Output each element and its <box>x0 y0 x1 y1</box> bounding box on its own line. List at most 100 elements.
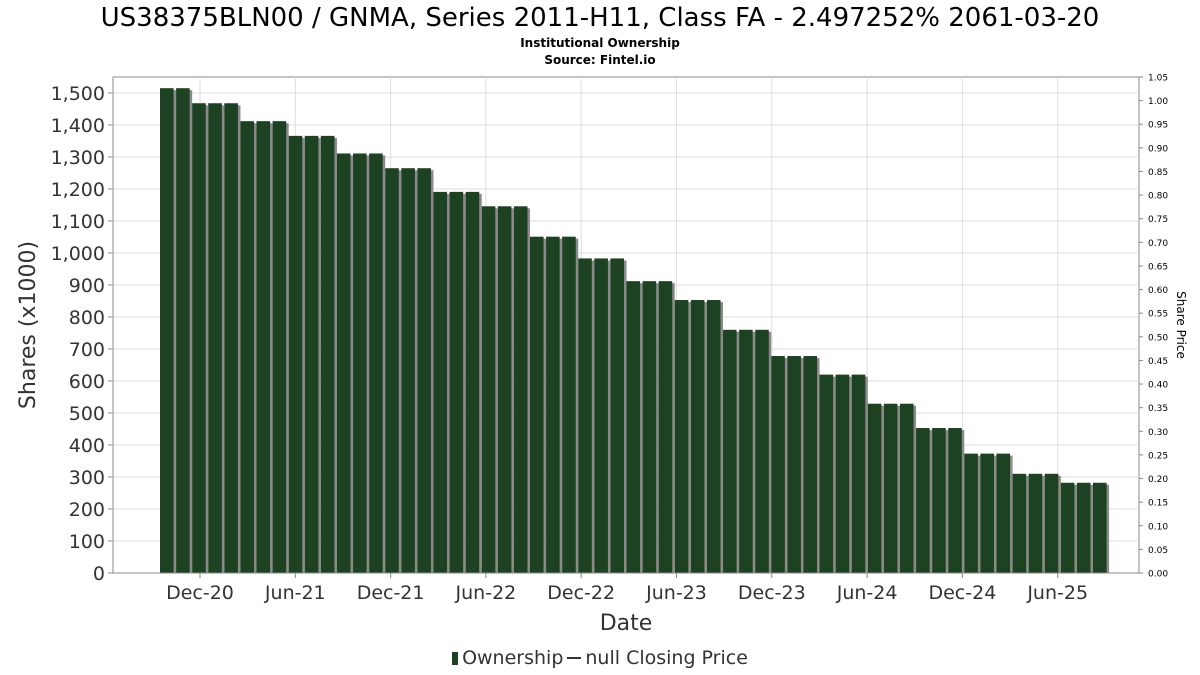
y2-tick-label: 0.50 <box>1148 333 1168 343</box>
ownership-bar <box>948 428 962 573</box>
y2-tick-label: 0.20 <box>1148 475 1168 485</box>
ownership-bar <box>787 356 801 573</box>
ownership-bar <box>1076 482 1091 573</box>
y-tick-label: 800 <box>69 307 105 329</box>
x-tick-label: Jun-22 <box>455 582 517 604</box>
y-tick-label: 200 <box>69 499 105 521</box>
x-tick-label: Jun-21 <box>264 582 326 604</box>
ownership-bar <box>1060 482 1075 573</box>
ownership-bar <box>240 121 255 573</box>
ownership-bar <box>465 191 480 573</box>
y-tick-label: 1,100 <box>51 211 105 233</box>
y2-tick-label: 0.95 <box>1148 121 1168 131</box>
ownership-bar <box>916 428 930 573</box>
ownership-bar <box>256 121 271 573</box>
x-tick-label: Dec-20 <box>166 582 234 604</box>
ownership-bar <box>690 300 705 573</box>
ownership-bar <box>1093 482 1107 573</box>
ownership-bar <box>369 153 383 574</box>
ownership-bar <box>964 453 978 573</box>
y2-tick-label: 0.35 <box>1148 404 1168 414</box>
chart-title: US38375BLN00 / GNMA, Series 2011-H11, Cl… <box>100 3 1100 33</box>
chart-legend: Ownership null Closing Price <box>0 647 1200 669</box>
y-tick-label: 1,500 <box>51 83 105 105</box>
ownership-bar <box>851 374 866 573</box>
y-tick-label: 0 <box>93 563 105 585</box>
ownership-bar <box>176 88 190 573</box>
y2-axis-title: Share Price <box>1174 291 1188 359</box>
ownership-bar <box>401 168 415 573</box>
ownership-bar <box>835 374 850 573</box>
ownership-bar <box>336 153 351 574</box>
x-tick-label: Dec-21 <box>357 582 425 604</box>
ownership-bar <box>723 329 737 573</box>
y2-tick-label: 0.40 <box>1148 381 1168 391</box>
ownership-bar <box>546 236 560 573</box>
y-tick-label: 700 <box>69 339 105 361</box>
y-tick-label: 400 <box>69 435 105 457</box>
chart-subtitle: Institutional Ownership <box>520 36 680 50</box>
y2-tick-label: 0.85 <box>1148 168 1168 178</box>
ownership-bar <box>449 191 464 573</box>
y2-tick-label: 0.30 <box>1148 428 1168 438</box>
ownership-bar <box>481 206 496 573</box>
x-tick-label: Jun-23 <box>645 582 707 604</box>
ownership-bar <box>304 135 319 573</box>
y2-tick-label: 0.25 <box>1148 451 1168 461</box>
legend-ownership-label: Ownership <box>462 647 564 669</box>
ownership-bar <box>883 403 898 573</box>
y2-tick-label: 1.05 <box>1148 74 1168 84</box>
y2-tick-label: 0.45 <box>1148 357 1168 367</box>
ownership-bar <box>594 258 608 573</box>
y2-tick-label: 0.15 <box>1148 499 1168 509</box>
ownership-chart: 0 100 200 300 400 500 600 700 800 900 1,000 1,100 1,… <box>16 74 1188 637</box>
ownership-bar <box>320 135 335 573</box>
ownership-bar <box>160 88 174 573</box>
y-tick-label: 100 <box>69 531 105 553</box>
ownership-bar <box>578 258 592 573</box>
y-tick-label: 300 <box>69 467 105 489</box>
x-tick-label: Dec-24 <box>928 582 996 604</box>
ownership-bar <box>385 168 399 573</box>
closing-price-legend-swatch <box>567 657 582 659</box>
ownership-bar <box>980 453 994 573</box>
ownership-bar <box>899 403 914 573</box>
ownership-bar <box>658 281 673 573</box>
y2-tick-label: 0.05 <box>1148 546 1168 556</box>
y-tick-label: 900 <box>69 275 105 297</box>
y2-tick-label: 0.75 <box>1148 215 1168 225</box>
y2-tick-label: 0.70 <box>1148 239 1168 249</box>
legend-closing-price-label: null Closing Price <box>585 647 748 669</box>
ownership-bar <box>867 403 882 573</box>
ownership-bar <box>353 153 367 574</box>
y2-tick-label: 0.90 <box>1148 144 1168 154</box>
ownership-bar <box>288 135 303 573</box>
ownership-bar <box>755 329 769 573</box>
ownership-bar <box>562 236 576 573</box>
ownership-bar <box>224 103 238 574</box>
y-tick-label: 500 <box>69 403 105 425</box>
ownership-bar <box>272 121 287 573</box>
ownership-bar <box>208 103 222 574</box>
ownership-bar <box>610 258 624 573</box>
y2-tick-label: 0.80 <box>1148 192 1168 202</box>
y2-tick-label: 0.00 <box>1148 570 1168 580</box>
ownership-bar <box>626 281 641 573</box>
x-tick-label: Jun-25 <box>1026 582 1088 604</box>
ownership-bar <box>803 356 818 573</box>
ownership-bar <box>819 374 834 573</box>
ownership-bar <box>1044 473 1059 573</box>
y-tick-label: 1,300 <box>51 147 105 169</box>
ownership-bar <box>529 236 544 573</box>
ownership-bar <box>642 281 657 573</box>
y2-tick-label: 0.55 <box>1148 310 1168 320</box>
ownership-bar <box>192 103 206 574</box>
y-tick-label: 1,200 <box>51 179 105 201</box>
ownership-bar <box>513 206 528 573</box>
ownership-bar <box>996 453 1011 573</box>
y2-tick-label: 0.10 <box>1148 522 1168 532</box>
ownership-bar <box>739 329 753 573</box>
y-tick-label: 1,400 <box>51 115 105 137</box>
y-tick-label: 600 <box>69 371 105 393</box>
ownership-bar <box>417 168 431 573</box>
